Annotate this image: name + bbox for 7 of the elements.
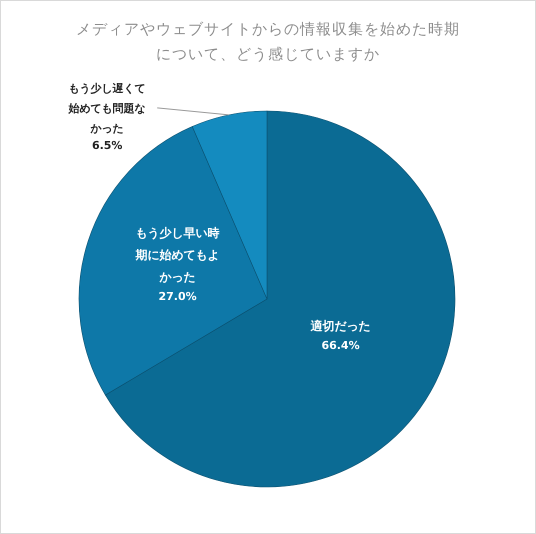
chart-title: メディアやウェブサイトからの情報収集を始めた時期について、どう感じていますか	[76, 20, 460, 63]
data-label: 6.5%	[92, 138, 122, 152]
slice-label: もう少し遅くて始めても問題なかった	[68, 82, 146, 135]
slice-label: 適切だった	[310, 318, 371, 333]
data-label: 66.4%	[321, 338, 360, 352]
data-label: 27.0%	[158, 290, 197, 304]
slice-label: もう少し早い時期に始めてもよかった	[134, 226, 220, 284]
